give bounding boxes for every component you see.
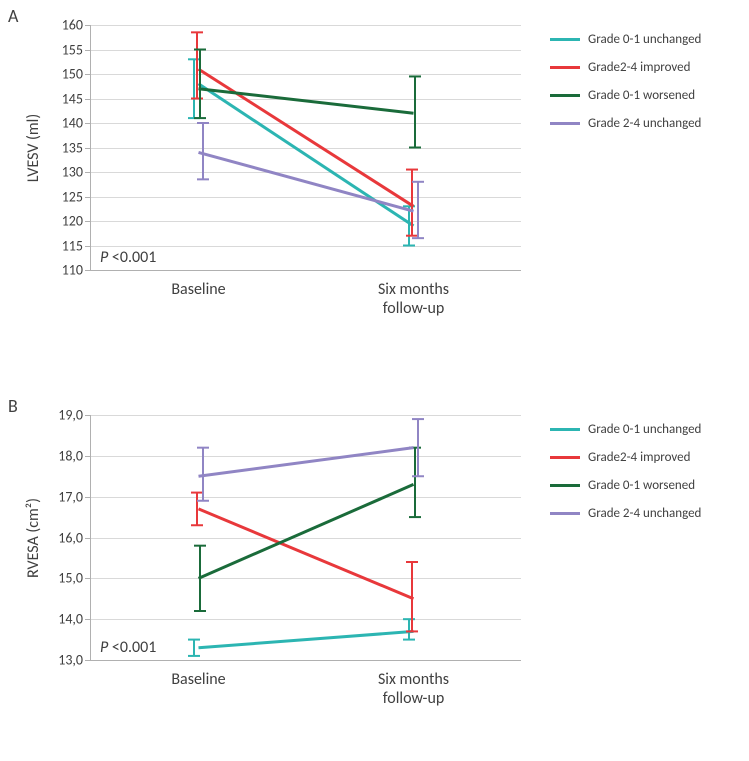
ytick-label: 155: [62, 41, 91, 58]
legend-label: Grade 2-4 unchanged: [588, 506, 701, 521]
legend-swatch: [550, 456, 580, 459]
legend-swatch: [550, 94, 580, 97]
series-line-g24i: [199, 69, 414, 206]
ytick-label: 110: [62, 262, 91, 279]
series-line-g01w: [199, 484, 414, 578]
legend-item-g24u: Grade 2-4 unchanged: [550, 499, 701, 527]
legend-label: Grade 0-1 unchanged: [588, 32, 701, 47]
ytick-label: 19,0: [58, 407, 91, 424]
legend-item-g24u: Grade 2-4 unchanged: [550, 109, 701, 137]
legend-item-g01w: Grade 0-1 worsened: [550, 471, 701, 499]
legend-swatch: [550, 122, 580, 125]
series-line-g24u: [199, 152, 414, 211]
legend-item-g24i: Grade2-4 improved: [550, 53, 701, 81]
series-line-g01u: [199, 631, 414, 647]
legend-label: Grade2-4 improved: [588, 60, 690, 75]
ytick-label: 120: [62, 213, 91, 230]
legend-swatch: [550, 428, 580, 431]
p-value-B: P <0.001: [100, 638, 156, 657]
ytick-label: 160: [62, 17, 91, 34]
series-line-g24u: [199, 448, 414, 477]
plot-area-B: 13,014,015,016,017,018,019,0BaselineSix …: [90, 415, 521, 661]
ytick-label: 140: [62, 115, 91, 132]
ytick-label: 145: [62, 90, 91, 107]
legend-B: Grade 0-1 unchanged Grade2-4 improved Grad…: [550, 415, 701, 527]
series-line-g24i: [199, 509, 414, 599]
series-svg-A: [91, 25, 521, 270]
legend-label: Grade 0-1 worsened: [588, 88, 695, 103]
legend-label: Grade 0-1 unchanged: [588, 422, 701, 437]
legend-item-g01u: Grade 0-1 unchanged: [550, 415, 701, 443]
ytick-label: 18,0: [58, 447, 91, 464]
legend-swatch: [550, 512, 580, 515]
plot-area-A: 110115120125130135140145150155160Baselin…: [90, 25, 521, 271]
panel-label-A: A: [8, 5, 18, 27]
series-svg-B: [91, 415, 521, 660]
ytick-label: 130: [62, 164, 91, 181]
ytick-label: 150: [62, 66, 91, 83]
y-axis-label-B: RVESA (cm²): [24, 498, 43, 578]
ytick-label: 16,0: [58, 529, 91, 546]
legend-swatch: [550, 484, 580, 487]
legend-item-g01w: Grade 0-1 worsened: [550, 81, 701, 109]
xtick-label: Baseline: [129, 270, 269, 299]
xtick-label: Six monthsfollow-up: [344, 660, 484, 708]
y-axis-label-A: LVESV (ml): [24, 113, 43, 181]
series-line-g01u: [199, 84, 414, 226]
panel-label-B: B: [8, 395, 18, 417]
series-line-g01w: [199, 89, 414, 114]
legend-A: Grade 0-1 unchanged Grade2-4 improved Grad…: [550, 25, 701, 137]
legend-item-g24i: Grade2-4 improved: [550, 443, 701, 471]
ytick-label: 13,0: [58, 652, 91, 669]
legend-label: Grade2-4 improved: [588, 450, 690, 465]
legend-swatch: [550, 66, 580, 69]
xtick-label: Baseline: [129, 660, 269, 689]
legend-item-g01u: Grade 0-1 unchanged: [550, 25, 701, 53]
ytick-label: 14,0: [58, 611, 91, 628]
ytick-label: 135: [62, 139, 91, 156]
legend-label: Grade 2-4 unchanged: [588, 116, 701, 131]
legend-label: Grade 0-1 worsened: [588, 478, 695, 493]
ytick-label: 115: [62, 237, 91, 254]
p-value-A: P <0.001: [100, 248, 156, 267]
legend-swatch: [550, 38, 580, 41]
ytick-label: 15,0: [58, 570, 91, 587]
ytick-label: 125: [62, 188, 91, 205]
xtick-label: Six monthsfollow-up: [344, 270, 484, 318]
ytick-label: 17,0: [58, 488, 91, 505]
